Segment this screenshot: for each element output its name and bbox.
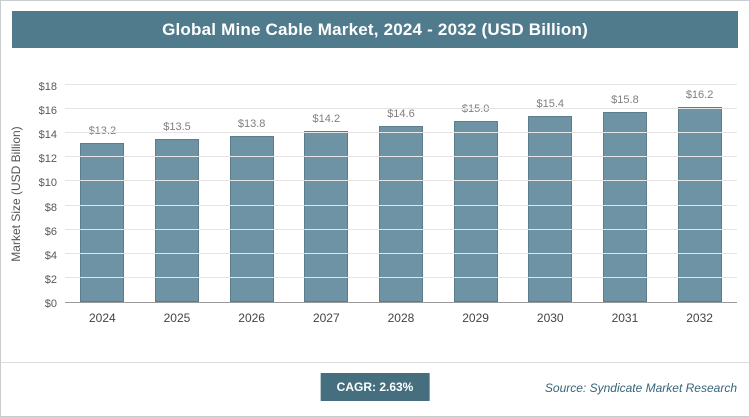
bar-value-label: $15.4 <box>536 98 565 111</box>
x-axis-label: 2028 <box>387 311 415 325</box>
bar-group: $15.8 2031 <box>602 85 647 325</box>
bar-group: $13.5 2025 <box>154 85 199 325</box>
y-tick-label: $2 <box>44 273 57 286</box>
bar <box>154 139 199 302</box>
y-tick-label: $6 <box>44 225 57 238</box>
bar-value-label: $14.2 <box>312 112 341 125</box>
y-tick-label: $12 <box>38 153 57 166</box>
x-axis-label: 2026 <box>238 311 265 325</box>
bar <box>80 142 125 302</box>
bar-value-label: $13.8 <box>237 117 266 130</box>
y-tick-label: $16 <box>38 105 57 118</box>
bar-group: $15.4 2030 <box>528 85 573 325</box>
x-axis-label: 2031 <box>611 311 639 325</box>
bars-container: $13.2 2024 $13.5 2025 $13.8 2026 $14.2 2027 $14.… <box>65 85 737 325</box>
gridline <box>65 132 737 134</box>
chart-title: Global Mine Cable Market, 2024 - 2032 (U… <box>12 11 738 48</box>
bar-value-label: $14.6 <box>387 108 415 120</box>
plot-area: $13.2 2024 $13.5 2025 $13.8 2026 $14.2 2027 $14.… <box>65 84 737 325</box>
bar <box>453 121 498 302</box>
y-tick-label: $10 <box>38 177 57 190</box>
gridline <box>65 228 737 230</box>
bar-value-label: $16.2 <box>685 88 714 101</box>
source-text: Source: Syndicate Market Research <box>544 381 737 395</box>
bar <box>304 130 349 302</box>
bar <box>602 111 647 302</box>
y-tick-label: $4 <box>44 249 57 262</box>
y-tick-label: $8 <box>44 201 57 214</box>
bar-value-label: $15.0 <box>461 103 490 116</box>
x-axis-label: 2027 <box>312 311 340 325</box>
bar-value-label: $13.2 <box>88 124 117 137</box>
bar-group: $13.2 2024 <box>80 85 125 325</box>
gridline <box>65 204 737 206</box>
x-axis-label: 2024 <box>88 311 116 325</box>
x-axis-label: 2032 <box>686 311 713 325</box>
bar <box>528 116 573 302</box>
y-tick-label: $18 <box>38 81 57 93</box>
y-axis-ticks: $0 $2 $4 $6 $8 $10 $12 $14 $16 $18 <box>1 81 57 310</box>
gridline <box>65 252 737 254</box>
bar <box>378 126 423 302</box>
bar <box>229 135 274 302</box>
gridline <box>65 156 737 158</box>
bar-group: $14.6 2028 <box>378 85 423 325</box>
gridline <box>65 108 737 110</box>
bar-group: $13.8 2026 <box>229 85 274 325</box>
gridline <box>65 180 737 182</box>
y-tick-label: $0 <box>44 298 57 310</box>
bar-value-label: $15.8 <box>611 93 639 106</box>
x-axis-label: 2029 <box>462 311 489 325</box>
chart-footer: CAGR: 2.63% Source: Syndicate Market Res… <box>1 362 749 416</box>
bar-value-label: $13.5 <box>163 121 191 134</box>
x-axis-label: 2030 <box>536 311 564 325</box>
y-tick-label: $14 <box>38 129 57 142</box>
gridline <box>65 276 737 278</box>
bar-group: $15.0 2029 <box>453 85 498 325</box>
bar-group: $16.2 2032 <box>677 85 722 325</box>
bar-group: $14.2 2027 <box>304 85 349 325</box>
cagr-badge: CAGR: 2.63% <box>320 373 430 401</box>
gridline <box>65 84 737 85</box>
bar <box>677 106 722 302</box>
x-axis-label: 2025 <box>163 311 191 325</box>
